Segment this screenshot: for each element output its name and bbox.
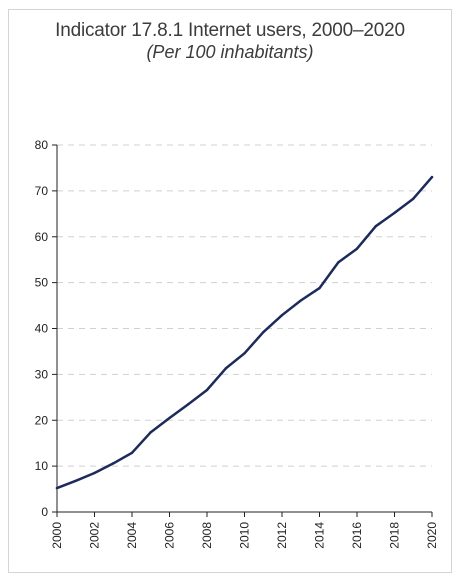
x-tick-label: 2012: [275, 522, 289, 549]
y-tick-label: 40: [35, 322, 49, 336]
data-point: [374, 224, 377, 228]
data-point: [412, 197, 415, 200]
data-point: [355, 247, 359, 250]
x-tick-label: 2016: [350, 522, 364, 549]
data-point: [205, 388, 209, 392]
x-tick-label: 2002: [88, 522, 102, 549]
title-block: Indicator 17.8.1 Internet users, 2000–20…: [9, 20, 451, 62]
data-point: [112, 462, 115, 465]
data-point: [262, 330, 265, 334]
y-tick-label: 30: [35, 367, 49, 381]
data-point: [130, 451, 134, 455]
data-point: [430, 175, 434, 179]
data-point: [55, 486, 59, 490]
series-line-0: [55, 175, 434, 490]
x-tick-label: 2004: [125, 522, 139, 549]
y-tick-label: 50: [35, 276, 49, 290]
data-point: [187, 402, 190, 406]
y-tick-label: 20: [35, 413, 49, 427]
x-tick-label: 2014: [313, 522, 327, 549]
data-point: [168, 416, 171, 420]
data-point: [224, 367, 227, 370]
data-point: [318, 286, 321, 290]
y-tick-label: 60: [35, 230, 49, 244]
grid-layer: [57, 144, 432, 467]
data-point: [74, 479, 77, 483]
data-point: [149, 430, 152, 434]
x-tick-label: 2008: [200, 522, 214, 549]
x-tick-label: 2000: [50, 522, 64, 549]
x-tick-label: 2010: [238, 522, 252, 549]
data-point: [337, 261, 340, 264]
y-tick-label: 80: [35, 138, 49, 152]
x-tick-label: 2020: [425, 522, 439, 549]
series-layer: [55, 175, 434, 490]
y-tick-label: 70: [35, 184, 49, 198]
label-layer: 0 10 20 30 40 50 60 70 80 2000 2002 2004 2006 2008 201…: [35, 138, 439, 549]
data-point: [280, 313, 284, 317]
x-tick-label: 2018: [388, 522, 402, 549]
y-tick-label: 0: [41, 505, 48, 519]
axis-layer: [52, 144, 433, 517]
chart-title: Indicator 17.8.1 Internet users, 2000–20…: [55, 20, 405, 41]
y-tick-label: 10: [35, 459, 49, 473]
data-point: [393, 211, 396, 215]
data-point: [299, 299, 302, 302]
chart-subtitle: (Per 100 inhabitants): [146, 42, 314, 62]
data-point: [93, 471, 96, 475]
data-point: [243, 352, 246, 355]
x-tick-label: 2006: [163, 522, 177, 549]
